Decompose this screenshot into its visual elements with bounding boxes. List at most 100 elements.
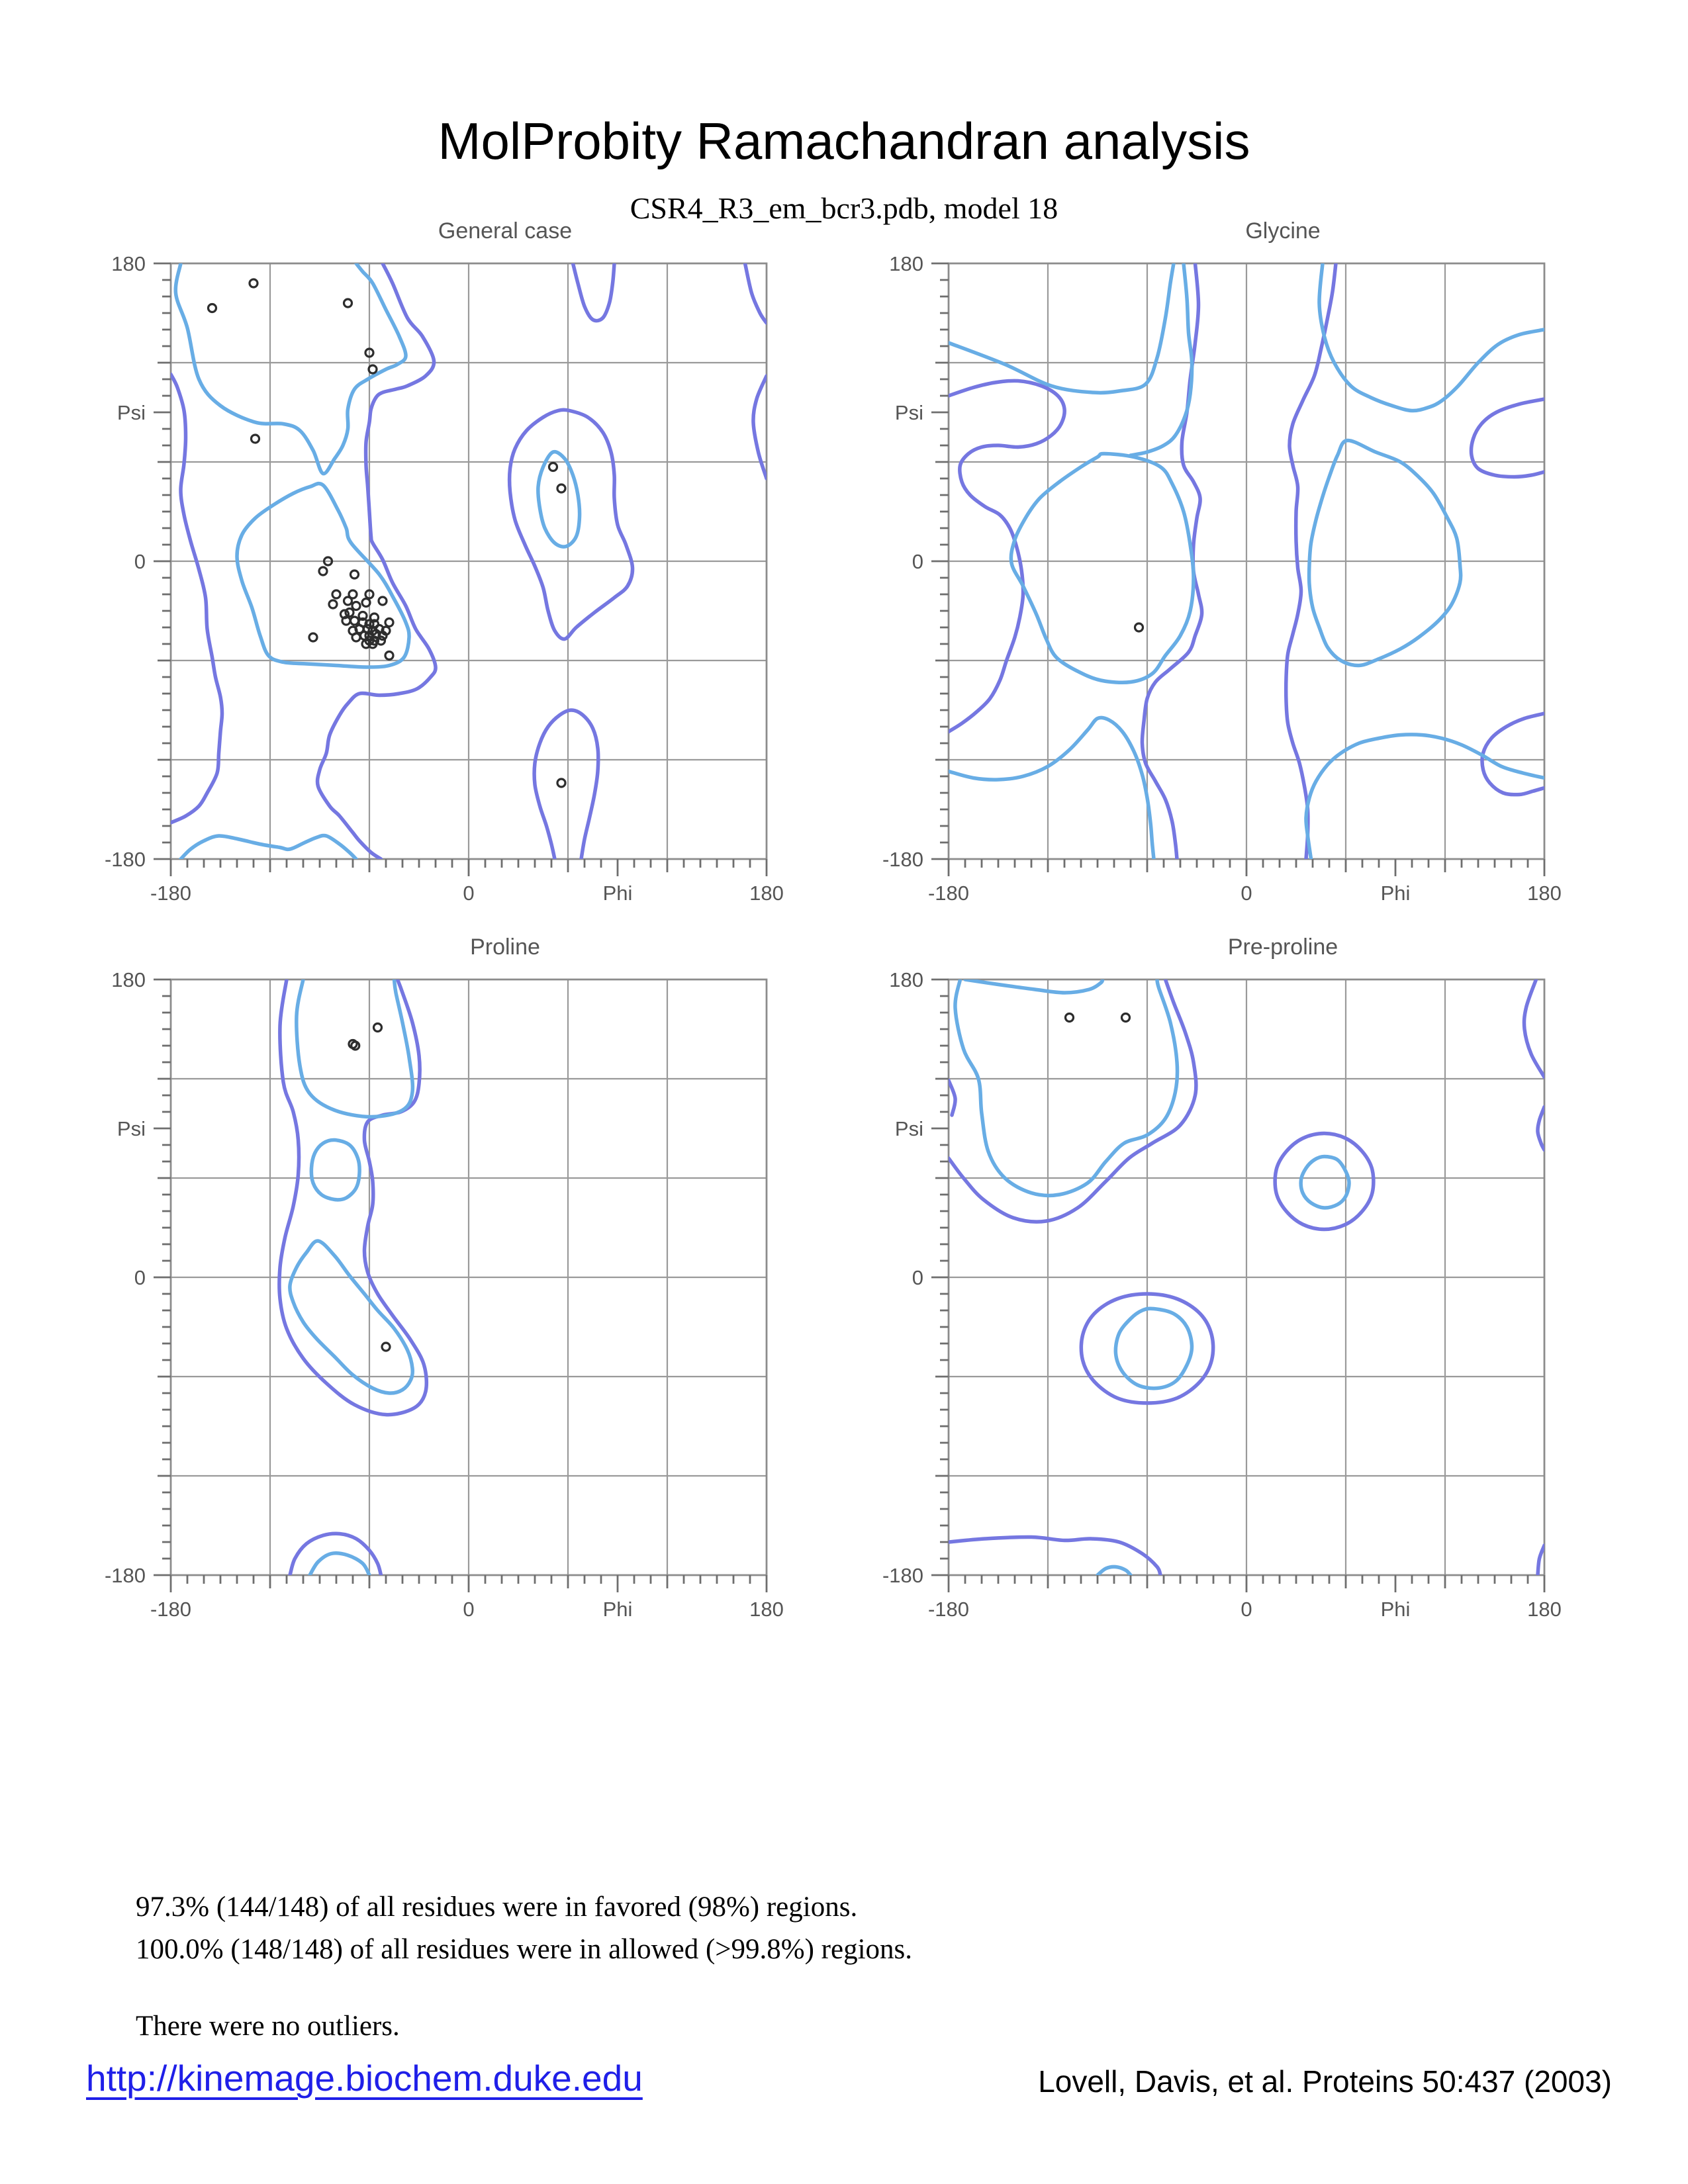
y-tick-label: 180 (889, 252, 923, 275)
allowed-contour (949, 1535, 1162, 1575)
allowed-contour (315, 263, 438, 859)
allowed-contour (1284, 263, 1338, 859)
favored-contour (1304, 733, 1544, 859)
data-point (350, 1040, 361, 1051)
x-tick-label: 0 (1241, 1598, 1252, 1621)
x-tick-label: 0 (463, 1598, 474, 1621)
data-point (372, 1022, 383, 1033)
data-point (377, 630, 388, 641)
y-tick-label: -180 (882, 1564, 923, 1587)
page-title: MolProbity Ramachandran analysis (438, 112, 1250, 170)
data-point (322, 556, 334, 567)
allowed-contour (1469, 397, 1544, 479)
data-point (1133, 622, 1145, 633)
favored-contour (179, 833, 358, 859)
data-point (351, 600, 361, 612)
x-tick-label: 180 (1527, 1598, 1562, 1621)
favored-contour (308, 1551, 371, 1575)
plot-general-case: 180 Psi 0 -180-180 0 Phi 180 General case (105, 218, 784, 905)
citation: Lovell, Davis, et al. Proteins 50:437 (2… (1038, 2064, 1612, 2099)
allowed-contour (751, 374, 767, 480)
y-tick-label: Psi (895, 401, 923, 424)
favored-contour (1317, 263, 1544, 413)
data-point (1120, 1012, 1131, 1023)
data-point (344, 607, 355, 618)
data-point (361, 597, 371, 608)
favored-contour (1113, 1306, 1194, 1390)
allowed-contour (1536, 1105, 1544, 1152)
plot-title: General case (438, 218, 572, 244)
x-tick-label: 180 (1527, 882, 1562, 905)
y-tick-label: 180 (889, 968, 923, 991)
data-point (349, 569, 360, 580)
data-point (308, 632, 318, 643)
favored-stat: 97.3% (144/148) of all residues were in … (136, 1891, 858, 1923)
plot-title: Proline (470, 934, 540, 960)
allowed-contour (532, 708, 600, 859)
x-tick-label: -180 (150, 1598, 191, 1621)
contour-layer (171, 263, 767, 859)
allowed-contour (571, 263, 616, 323)
y-tick-label: -180 (105, 848, 146, 871)
data-point (348, 589, 358, 600)
data-point (250, 433, 261, 444)
y-tick-label: -180 (105, 1564, 146, 1587)
kinemage-link[interactable]: http://kinemage.biochem.duke.edu (86, 2058, 643, 2099)
allowed-contour (507, 408, 635, 641)
data-point (364, 589, 375, 600)
favored-contour (963, 979, 1105, 995)
data-point (342, 596, 353, 606)
data-point (384, 650, 395, 661)
favored-contour (1009, 451, 1196, 684)
favored-contour (949, 715, 1156, 859)
favored-contour (235, 481, 411, 669)
data-point (367, 639, 378, 649)
data-point (342, 298, 353, 308)
y-tick-label: 0 (134, 550, 146, 573)
allowed-contour (949, 1078, 957, 1117)
x-tick-label: -180 (150, 882, 191, 905)
data-point (331, 589, 342, 600)
x-tick-label: Phi (603, 1598, 633, 1621)
x-tick-label: 0 (463, 882, 474, 905)
allowed-contour (277, 979, 429, 1417)
y-tick-label: 180 (111, 252, 146, 275)
y-tick-label: 180 (111, 968, 146, 991)
favored-contour (173, 263, 408, 476)
favored-contour (1096, 1565, 1133, 1575)
model-subtitle: CSR4_R3_em_bcr3.pdb, model 18 (630, 191, 1058, 225)
data-point (556, 778, 567, 788)
allowed-contour (1079, 1292, 1215, 1405)
allowed-contour (1140, 263, 1204, 859)
x-tick-label: -180 (928, 1598, 969, 1621)
allowed-contour (1273, 1131, 1376, 1232)
contour-layer (949, 263, 1544, 859)
y-tick-label: Psi (117, 1117, 146, 1140)
favored-contour (1129, 263, 1194, 457)
favored-contour (1307, 438, 1463, 668)
data-point (381, 1342, 391, 1352)
plot-proline: 180 Psi 0 -180-180 0 Phi 180 Proline (105, 934, 784, 1621)
plot-title: Glycine (1245, 218, 1320, 244)
favored-contour (953, 979, 1180, 1198)
y-tick-label: 0 (912, 550, 923, 573)
data-point (377, 596, 388, 606)
allowed-contour (949, 379, 1066, 734)
data-point (248, 278, 259, 289)
data-point (328, 599, 338, 610)
y-tick-label: -180 (882, 848, 923, 871)
data-point (364, 347, 375, 358)
data-point (357, 610, 368, 621)
plot-title: Pre-proline (1228, 934, 1338, 960)
favored-contour (309, 1138, 361, 1202)
data-point (361, 639, 371, 649)
data-point (375, 635, 387, 646)
data-point (384, 617, 395, 628)
x-tick-label: Phi (1381, 882, 1411, 905)
data-point (207, 302, 218, 314)
data-point (351, 632, 361, 643)
allowed-contour (949, 979, 1198, 1224)
favored-contour (295, 979, 415, 1119)
y-tick-label: Psi (895, 1117, 923, 1140)
summary-stats: 97.3% (144/148) of all residues were in … (136, 1886, 912, 2048)
